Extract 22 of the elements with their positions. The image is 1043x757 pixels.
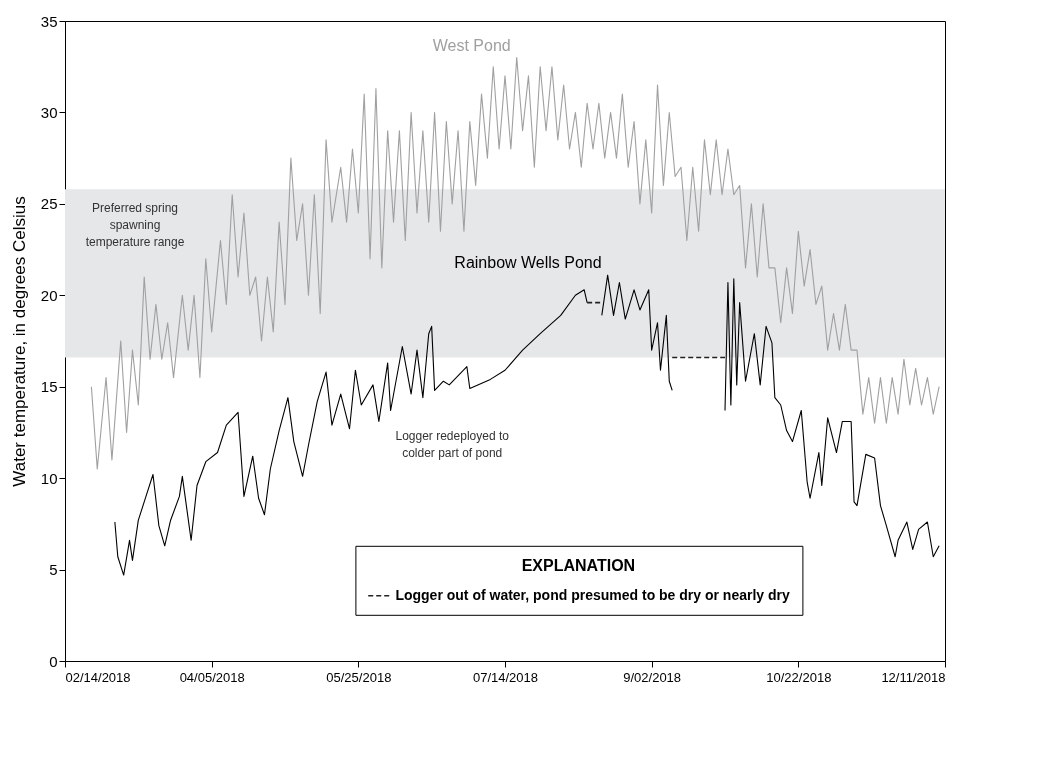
- y-tick-label: 30: [40, 103, 58, 121]
- y-tick-label: 15: [40, 378, 58, 396]
- x-tick-label: 9/02/2018: [623, 669, 682, 685]
- x-tick-label: 07/14/2018: [472, 669, 539, 685]
- x-tick-label: 10/22/2018: [766, 669, 832, 685]
- y-tick-label: 0: [49, 652, 58, 670]
- series-label: Rainbow Wells Pond: [454, 254, 602, 272]
- y-tick-label: 35: [40, 12, 58, 30]
- y-tick-label: 25: [40, 195, 58, 213]
- band-label: Preferred spring spawning temperature range: [85, 201, 185, 250]
- y-tick-label: 20: [40, 286, 58, 304]
- x-tick-label: 02/14/2018: [65, 669, 131, 685]
- x-tick-label: 05/25/2018: [326, 669, 392, 685]
- x-tick-label: 04/05/2018: [179, 669, 245, 685]
- series-label: West Pond: [432, 36, 511, 54]
- y-tick-label: 5: [49, 561, 58, 579]
- legend-label: Logger out of water, pond presumed to be dry or nearly dry: [395, 586, 790, 603]
- x-tick-label: 12/11/2018: [881, 669, 946, 685]
- y-axis-title: Water temperature, in degrees Celsius: [9, 196, 29, 487]
- annotation: Logger redeployed to colder part of pond: [395, 428, 510, 460]
- legend-title: EXPLANATION: [521, 556, 636, 574]
- y-tick-label: 10: [40, 469, 58, 487]
